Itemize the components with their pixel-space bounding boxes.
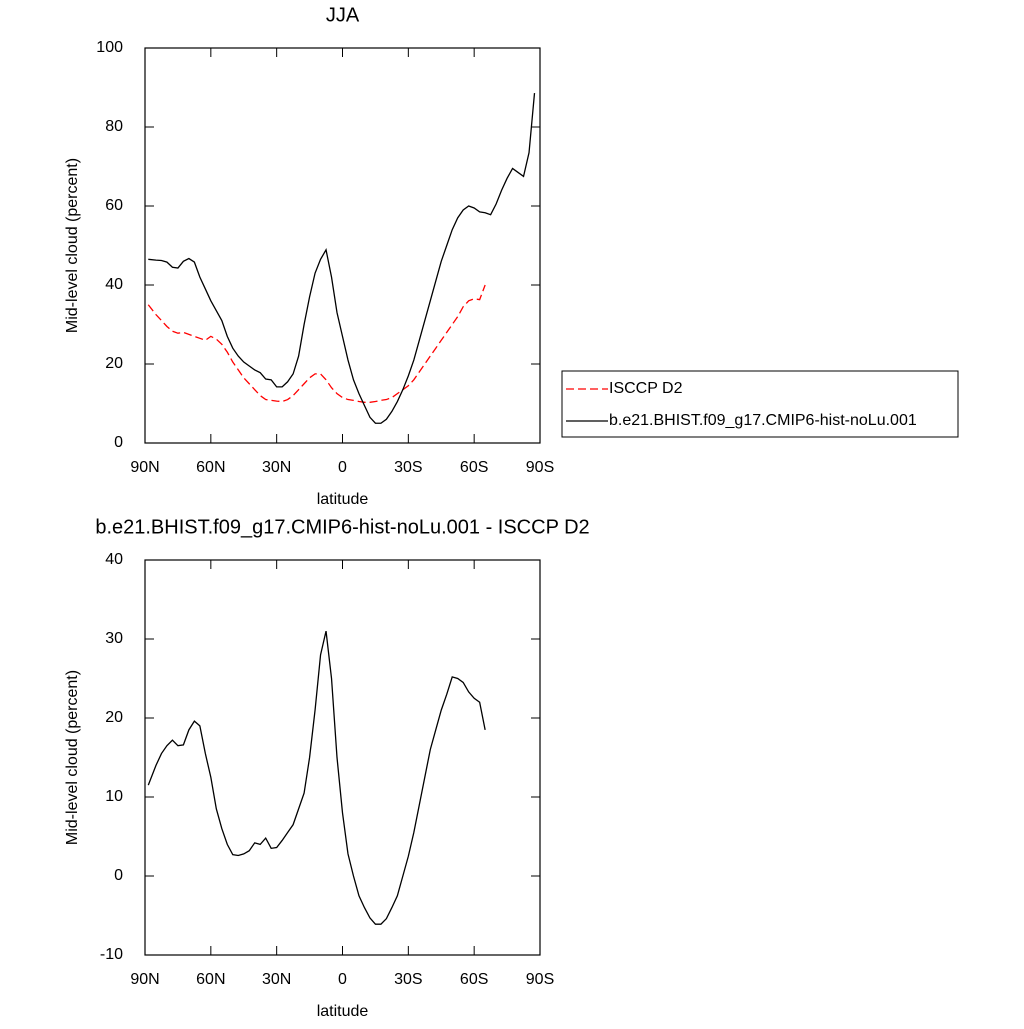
y-tick-label: -10 <box>100 946 123 963</box>
x-tick-label: 60S <box>460 459 488 476</box>
series-line <box>147 284 486 403</box>
y-tick-label: 0 <box>114 434 123 451</box>
x-tick-label: 90N <box>130 459 159 476</box>
y-tick-label: 20 <box>105 709 123 726</box>
series-line <box>147 630 486 925</box>
y-tick-label: 40 <box>105 276 123 293</box>
y-tick-label: 0 <box>114 867 123 884</box>
x-tick-label: 60S <box>460 971 488 988</box>
y-tick-label: 10 <box>105 788 123 805</box>
x-tick-label: 90N <box>130 971 159 988</box>
y-tick-label: 80 <box>105 118 123 135</box>
x-tick-label: 30S <box>394 971 422 988</box>
x-tick-label: 60N <box>196 459 225 476</box>
y-axis-label: Mid-level cloud (percent) <box>64 158 81 333</box>
x-tick-label: 0 <box>338 971 347 988</box>
y-tick-label: 20 <box>105 355 123 372</box>
x-tick-label: 90S <box>526 459 554 476</box>
x-tick-label: 60N <box>196 971 225 988</box>
x-tick-label: 0 <box>338 459 347 476</box>
x-axis-label: latitude <box>317 491 369 508</box>
legend-box <box>561 370 959 438</box>
x-tick-label: 30S <box>394 459 422 476</box>
chart-title: b.e21.BHIST.f09_g17.CMIP6-hist-noLu.001 … <box>95 516 589 538</box>
y-tick-label: 60 <box>105 197 123 214</box>
x-tick-label: 30N <box>262 971 291 988</box>
series-line <box>148 92 536 424</box>
chart-title: JJA <box>326 4 360 26</box>
x-axis-label: latitude <box>317 1003 369 1020</box>
plot-frame <box>144 559 541 956</box>
y-tick-label: 40 <box>105 551 123 568</box>
y-tick-label: 30 <box>105 630 123 647</box>
legend-label: ISCCP D2 <box>609 380 683 397</box>
y-tick-label: 100 <box>96 39 123 56</box>
x-tick-label: 90S <box>526 971 554 988</box>
x-tick-label: 30N <box>262 459 291 476</box>
y-axis-label: Mid-level cloud (percent) <box>64 670 81 845</box>
plot-frame <box>144 47 541 444</box>
legend-label: b.e21.BHIST.f09_g17.CMIP6-hist-noLu.001 <box>609 412 917 429</box>
